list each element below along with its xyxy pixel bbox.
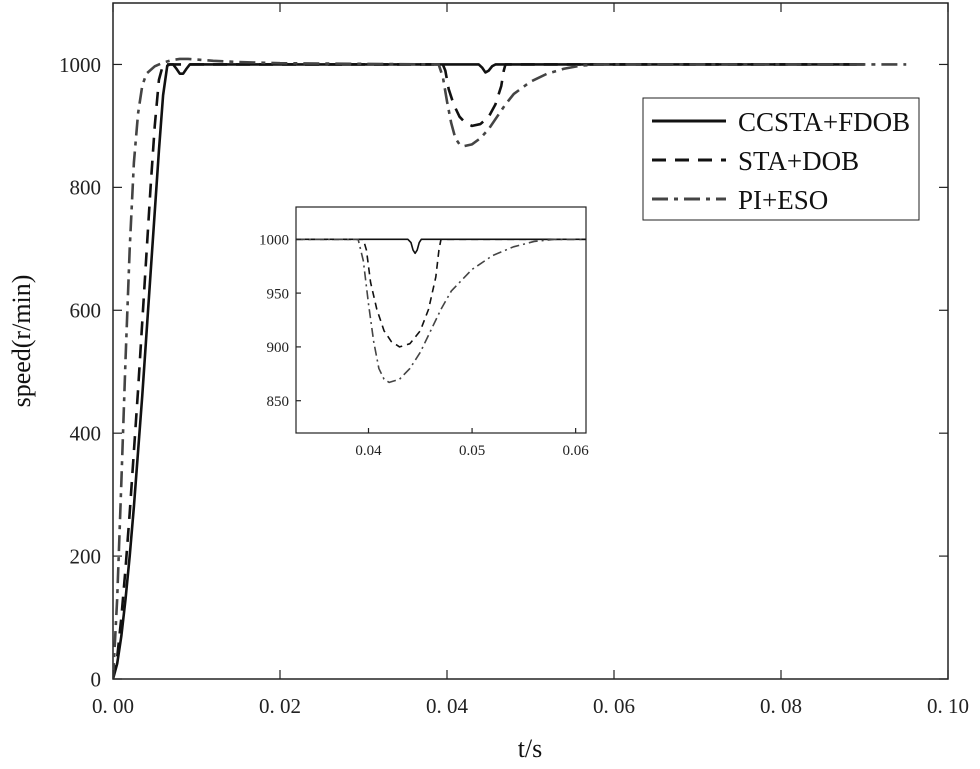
main-series-group <box>113 57 907 679</box>
main-x-tick-label: 0. 04 <box>426 694 469 718</box>
main-series-line-pi-eso <box>113 57 907 679</box>
inset-x-tick-label: 0.05 <box>459 443 485 459</box>
inset-plot-frame <box>295 206 587 434</box>
main-y-tick-label: 800 <box>70 176 102 200</box>
legend-label-pi-eso: PI+ESO <box>738 185 828 215</box>
inset-y-tick-label: 850 <box>267 394 290 410</box>
main-y-tick-label: 200 <box>70 544 102 568</box>
main-axis-ticks: 0. 00 0. 02 0. 04 0. 06 0. 08 0. 10 0 200 400 600… <box>59 3 969 718</box>
y-axis-title: speed(r/min) <box>7 275 36 408</box>
inset-series-group <box>296 238 586 384</box>
main-x-tick-label: 0. 08 <box>760 694 802 718</box>
inset-y-tick-label: 1000 <box>259 233 289 249</box>
inset-series-line-dashdot <box>296 238 586 384</box>
main-y-tick-label: 1000 <box>59 53 101 77</box>
inset-series-line-dashed <box>296 238 586 348</box>
main-x-tick-label: 0. 06 <box>593 694 635 718</box>
x-axis-title: t/s <box>518 734 543 763</box>
inset-background <box>296 207 586 433</box>
inset-series-line-solid <box>296 238 586 255</box>
main-y-tick-label: 0 <box>91 667 102 691</box>
main-x-tick-label: 0. 00 <box>92 694 134 718</box>
main-plot-frame <box>112 2 949 680</box>
inset-y-tick-label: 900 <box>267 340 290 356</box>
main-series-line-sta-dob <box>113 63 865 679</box>
main-x-tick-label: 0. 02 <box>259 694 301 718</box>
inset-x-tick-label: 0.06 <box>563 443 590 459</box>
main-y-tick-label: 400 <box>70 422 102 446</box>
main-x-tick-label: 0. 10 <box>927 694 969 718</box>
legend-label-ccsta-fdob: CCSTA+FDOB <box>738 107 910 137</box>
inset-x-tick-label: 0.04 <box>355 443 382 459</box>
inset-y-tick-label: 950 <box>267 286 290 302</box>
main-series-line-ccsta-fdob <box>113 63 865 679</box>
legend-label-sta-dob: STA+DOB <box>738 146 859 176</box>
main-y-tick-label: 600 <box>70 299 102 323</box>
inset-axis-ticks: 0.04 0.05 0.06 850 900 950 1000 <box>259 233 589 459</box>
legend: CCSTA+FDOB STA+DOB PI+ESO <box>642 97 920 221</box>
